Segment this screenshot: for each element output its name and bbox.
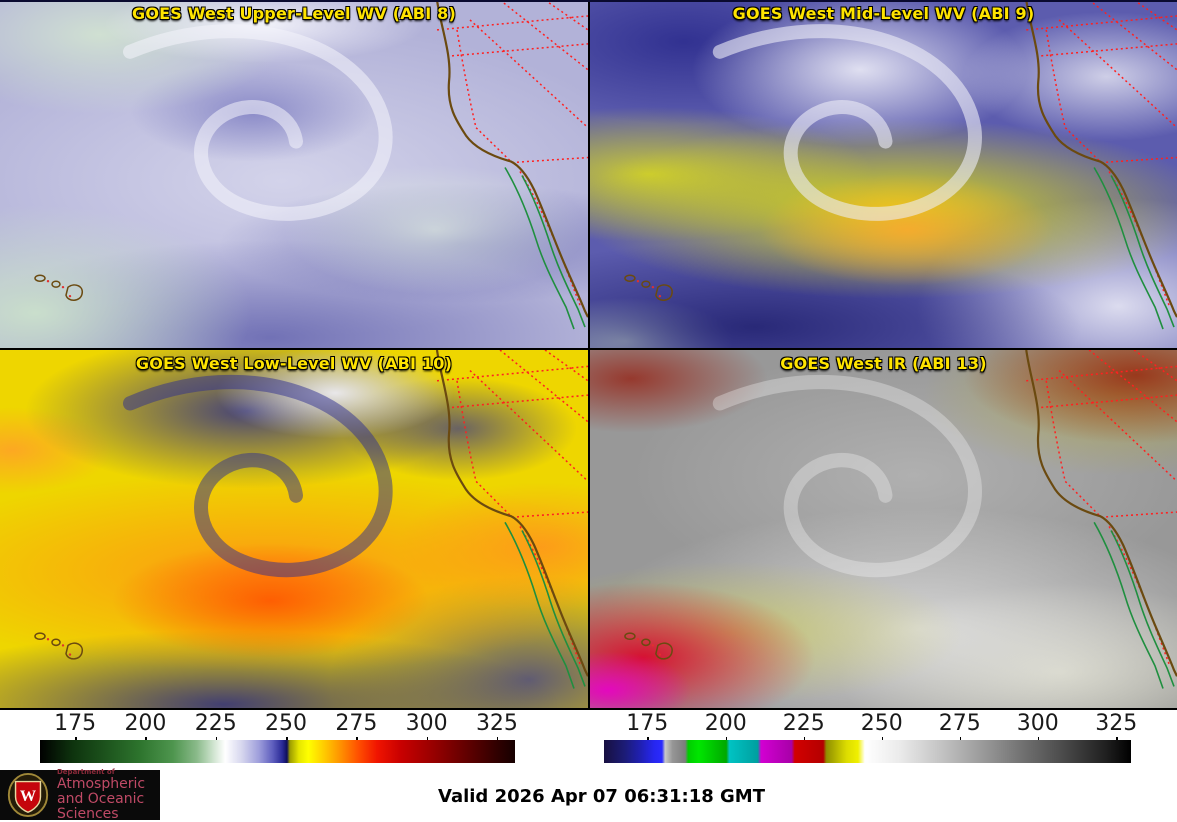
colorbar-tick-label: 275 [938, 711, 981, 744]
colorbar-tick-label: 200 [124, 711, 167, 744]
panel-title-upper-wv: GOES West Upper-Level WV (ABI 8) [132, 4, 456, 23]
logo-dept-line: Department of [57, 767, 115, 776]
map-overlay [623, 0, 1177, 331]
panel-top-edge [0, 0, 1177, 2]
panel-ir: GOES West IR (ABI 13) [590, 350, 1177, 708]
colorbar-tick-label: 325 [1095, 711, 1138, 744]
map-overlay [33, 0, 588, 331]
valid-time-label: Valid 2026 Apr 07 06:31:18 GMT [438, 786, 765, 807]
wv-colorbar: 175 200 225 250 275 300 325 [40, 710, 518, 766]
storm-swirl [720, 31, 975, 214]
crest-letter: W [20, 786, 37, 805]
colorbar-row: 175 200 225 250 275 300 325 175 200 225 … [0, 710, 1177, 770]
panel-divider-horizontal [0, 348, 1177, 350]
colorbar-tick-label: 225 [782, 711, 825, 744]
storm-swirl [720, 382, 975, 570]
panel-bottom-edge [0, 708, 1177, 710]
colorbar-tick-label: 175 [626, 711, 669, 744]
panel-upper-level-wv: GOES West Upper-Level WV (ABI 8) [0, 0, 588, 348]
colorbar-tick-label: 175 [54, 711, 97, 744]
colorbar-tick-label: 325 [475, 711, 518, 744]
panel-title-low-wv: GOES West Low-Level WV (ABI 10) [135, 354, 453, 373]
panel-divider-vertical [588, 0, 590, 708]
panel-title-mid-wv: GOES West Mid-Level WV (ABI 9) [732, 4, 1035, 23]
ir-colorbar-gradient [604, 740, 1131, 763]
colorbar-tick-label: 200 [704, 711, 747, 744]
logo-text: Department of Atmospheric and Oceanic Sc… [57, 767, 160, 822]
wv-colorbar-ticks: 175 200 225 250 275 300 325 [40, 710, 518, 744]
uw-aos-logo: W Department of Atmospheric and Oceanic … [0, 767, 160, 822]
map-overlay [33, 350, 588, 690]
panel-mid-level-wv: GOES West Mid-Level WV (ABI 9) [590, 0, 1177, 348]
uw-crest-icon: W [7, 772, 49, 818]
map-overlay [623, 350, 1177, 690]
colorbar-tick-label: 250 [860, 711, 903, 744]
storm-swirl [130, 31, 386, 214]
storm-swirl [130, 382, 386, 570]
wv-colorbar-gradient [40, 740, 515, 763]
ir-colorbar-ticks: 175 200 225 250 275 300 325 [604, 710, 1137, 744]
ir-colorbar: 175 200 225 250 275 300 325 [604, 710, 1137, 766]
colorbar-tick-label: 275 [335, 711, 378, 744]
panel-title-ir: GOES West IR (ABI 13) [780, 354, 987, 373]
logo-name-line1: Atmospheric [57, 776, 146, 793]
colorbar-tick-label: 300 [405, 711, 448, 744]
panel-low-level-wv: GOES West Low-Level WV (ABI 10) [0, 350, 588, 708]
colorbar-tick-label: 300 [1016, 711, 1059, 744]
colorbar-tick-label: 250 [265, 711, 308, 744]
colorbar-tick-label: 225 [194, 711, 237, 744]
footer: W Department of Atmospheric and Oceanic … [0, 767, 1177, 822]
logo-name-line2: and Oceanic Sciences [57, 790, 145, 822]
